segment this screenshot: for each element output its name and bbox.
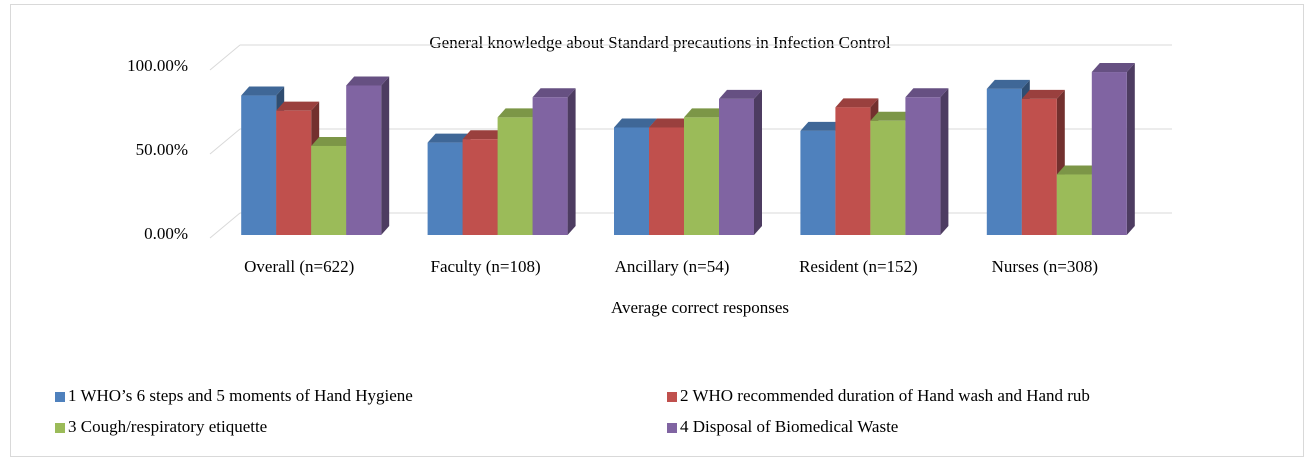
bar-top (427, 133, 471, 143)
bar-top (346, 76, 390, 86)
grid-line (209, 128, 241, 155)
bar-side (567, 88, 576, 236)
x-tick-label: Resident (n=152) (799, 257, 918, 276)
bar-top (614, 118, 657, 128)
grid-line (209, 44, 241, 71)
bar-top (835, 98, 879, 108)
bar-front (1021, 98, 1057, 235)
bar-front (532, 97, 568, 236)
bar-front (276, 110, 312, 235)
bar-front (311, 145, 347, 235)
legend-label: 1 WHO’s 6 steps and 5 moments of Hand Hy… (68, 386, 413, 405)
bar-side (381, 76, 390, 235)
bar-front (346, 85, 382, 235)
bar-top (532, 88, 576, 98)
x-axis-label: Average correct responses (611, 298, 789, 317)
bar-front (986, 88, 1022, 235)
x-tick-label: Overall (n=622) (244, 257, 354, 276)
bar-top (311, 136, 355, 146)
legend-swatch (55, 392, 65, 402)
bar-front (1056, 174, 1092, 235)
bar-side (1126, 63, 1135, 235)
bar-front (1091, 72, 1127, 235)
bar-front (684, 117, 719, 235)
bar-top (684, 108, 727, 118)
chart-title: General knowledge about Standard precaut… (429, 33, 891, 52)
bar-top (905, 88, 949, 98)
bar-top (986, 79, 1030, 89)
bar-front (241, 95, 277, 235)
legend-label: 2 WHO recommended duration of Hand wash … (680, 386, 1090, 405)
bar-front (497, 117, 533, 235)
bar-side (754, 89, 762, 235)
bar-front (649, 127, 684, 235)
bar-top (497, 108, 541, 118)
bar-top (462, 130, 506, 140)
bar (905, 88, 949, 236)
bar-front (800, 130, 836, 235)
bar (346, 76, 390, 235)
grid-line (209, 212, 241, 239)
bar-side (940, 88, 949, 236)
legend-label: 4 Disposal of Biomedical Waste (680, 417, 898, 436)
legend-swatch (667, 423, 677, 433)
bar-top (719, 89, 762, 99)
bar-front (905, 97, 941, 236)
y-tick-label: 0.00% (144, 224, 188, 243)
bar-front (427, 142, 463, 235)
bar-top (1021, 89, 1065, 99)
bar (1091, 63, 1135, 235)
bar-front (462, 139, 498, 235)
bar-top (241, 86, 285, 96)
bar-front (719, 98, 754, 235)
bar-top (1056, 165, 1100, 175)
bar-top (870, 111, 914, 121)
bar-front (835, 107, 871, 235)
legend-swatch (55, 423, 65, 433)
bar-top (1091, 63, 1135, 73)
x-tick-label: Faculty (n=108) (431, 257, 541, 276)
bar-front (614, 127, 649, 235)
bar-top (649, 118, 692, 128)
x-tick-label: Nurses (n=308) (992, 257, 1098, 276)
bar-top (800, 121, 844, 131)
bar-front (870, 120, 906, 235)
bar-top (276, 101, 320, 111)
legend-label: 3 Cough/respiratory etiquette (68, 417, 267, 436)
y-tick-label: 100.00% (127, 56, 188, 75)
y-tick-label: 50.00% (136, 140, 188, 159)
x-tick-label: Ancillary (n=54) (615, 257, 730, 276)
bar (719, 89, 762, 235)
bar (532, 88, 576, 236)
legend-swatch (667, 392, 677, 402)
